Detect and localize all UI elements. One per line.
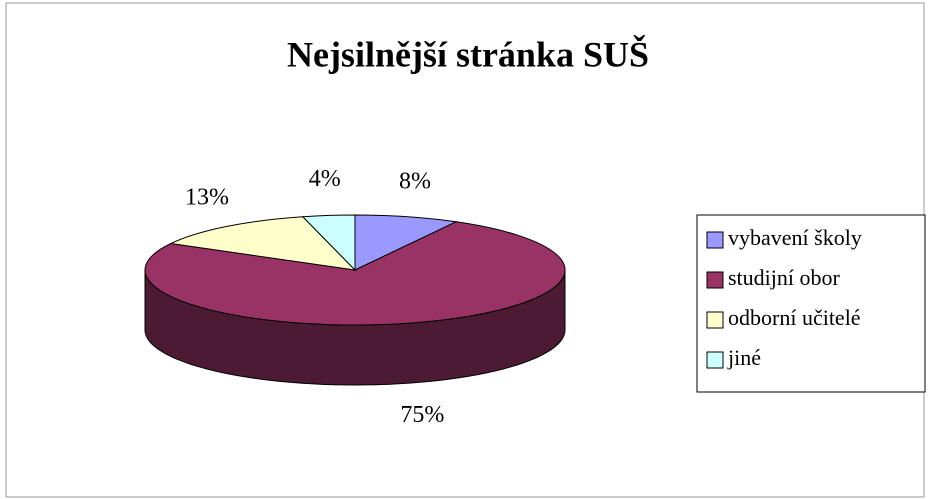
legend-swatch	[706, 311, 724, 329]
data-label: 75%	[400, 402, 444, 428]
legend-label: vybavení školy	[728, 225, 862, 250]
legend-label: studijní obor	[728, 265, 841, 290]
pie-slice	[354, 214, 458, 271]
data-label: 13%	[185, 184, 229, 210]
legend-label: jiné	[727, 345, 761, 370]
pie-slice	[144, 221, 566, 326]
chart-title: Nejsilnější stránka SUŠ	[287, 34, 649, 74]
legend-swatch	[706, 231, 724, 249]
pie-slice	[169, 216, 357, 271]
data-label: 8%	[399, 168, 431, 194]
data-label: 4%	[309, 166, 341, 192]
legend-label: odborní učitelé	[728, 305, 861, 330]
pie-slice	[301, 214, 356, 272]
legend-box	[696, 214, 926, 393]
legend-swatch	[706, 271, 724, 289]
legend-swatch	[706, 351, 724, 369]
